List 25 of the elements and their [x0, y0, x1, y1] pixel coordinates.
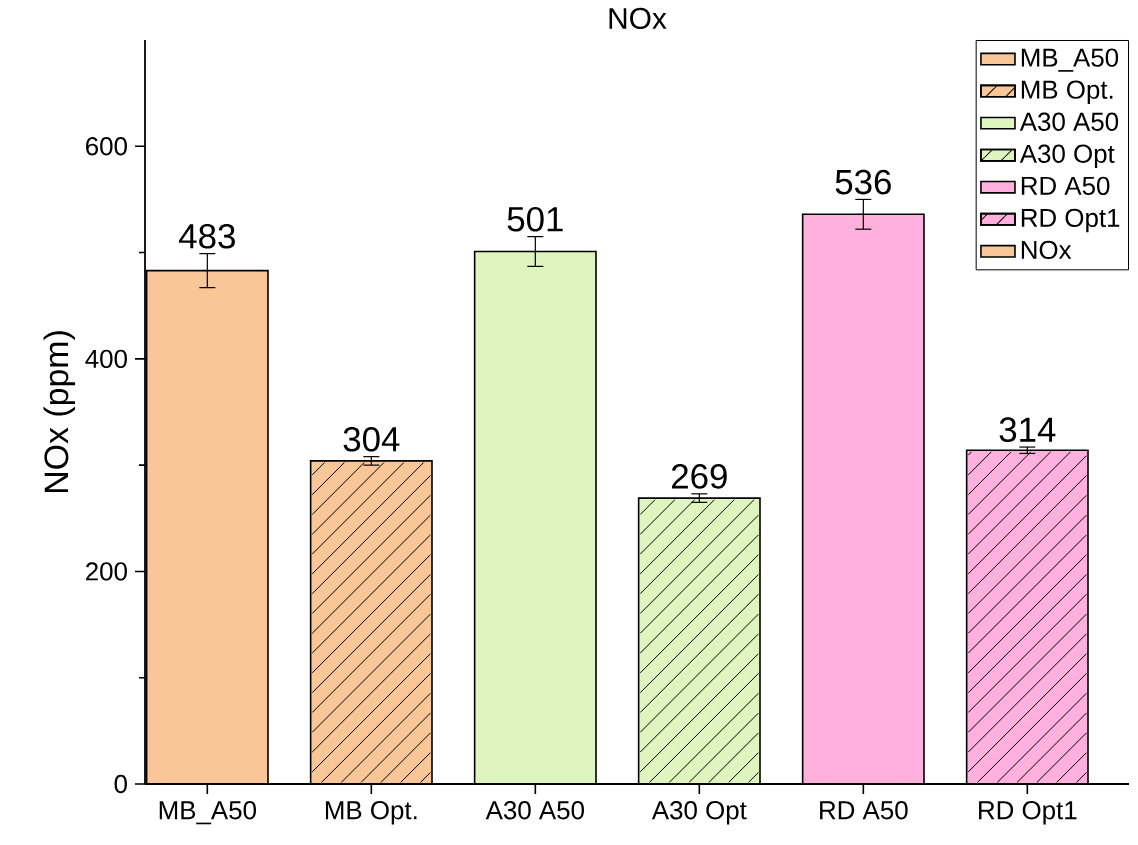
legend-label: RD A50 [1021, 176, 1110, 195]
data-label: 501 [507, 206, 563, 232]
legend-label: NOx [1021, 240, 1072, 260]
data-label: 314 [999, 417, 1056, 443]
legend-label: A30 Opt [1019, 144, 1115, 169]
data-label: 304 [343, 426, 400, 452]
x-tick-label: RD A50 [820, 801, 908, 820]
y-tick-label: 600 [86, 137, 127, 156]
y-tick-label: 400 [85, 349, 127, 369]
y-tick-label: 0 [114, 774, 127, 794]
x-tick-label: MB_A50 [159, 801, 256, 825]
legend-label: MB Opt. [1021, 80, 1113, 104]
legend-label: RD Opt1 [1021, 208, 1120, 233]
legend-label: MB_A50 [1021, 48, 1119, 72]
x-tick-label: MB Opt. [325, 801, 417, 825]
x-tick-label: A30 Opt [651, 801, 747, 825]
legend-label: A30 A50 [1019, 112, 1119, 131]
y-axis-title: NOx (ppm) [43, 331, 76, 493]
data-label: 536 [835, 169, 891, 195]
chart-title: NOx [609, 7, 667, 29]
x-tick-label: A30 A50 [485, 801, 584, 820]
data-label: 269 [671, 464, 727, 489]
x-tick-label: RD Opt1 [979, 801, 1077, 825]
y-tick-label: 200 [86, 562, 127, 581]
data-label: 483 [179, 223, 235, 249]
